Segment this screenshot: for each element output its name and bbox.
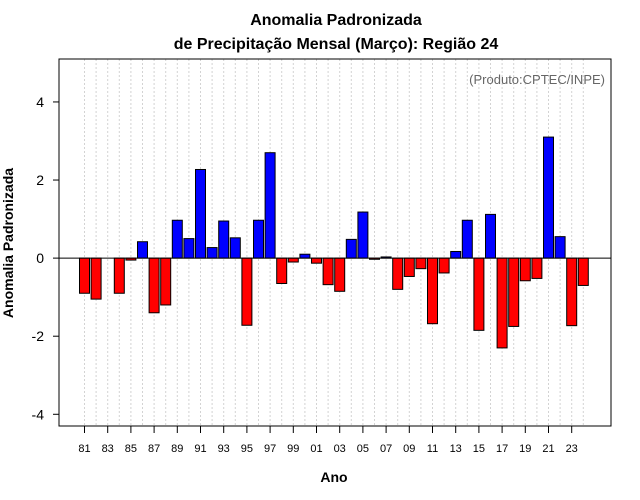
x-tick-label-13: 13 — [450, 443, 462, 455]
x-tick-label-17: 17 — [496, 443, 508, 455]
bar-87 — [148, 257, 160, 314]
y-tick-label--2: -2 — [32, 328, 45, 344]
x-tick-label-15: 15 — [473, 443, 485, 455]
y-tick-label-4: 4 — [36, 94, 44, 110]
x-tick-label-23: 23 — [566, 443, 578, 455]
bar-20 — [531, 257, 543, 279]
x-tick-label-91: 91 — [194, 443, 206, 455]
x-tick-label-81: 81 — [78, 443, 90, 455]
x-axis-label: Ano — [320, 469, 347, 485]
bar-84 — [113, 257, 125, 294]
x-tick-label-19: 19 — [519, 443, 531, 455]
bar-99 — [287, 257, 299, 263]
bar-16 — [485, 213, 496, 259]
source-note: (Produto:CPTEC/INPE) — [469, 72, 605, 87]
x-axis: 81 83 85 87 89 91 93 95 97 99 01 03 05 07 09 11 13 15 17 19… — [78, 426, 578, 455]
bar-91 — [195, 168, 206, 259]
bar-98 — [276, 257, 288, 284]
x-tick-label-07: 07 — [380, 443, 392, 455]
bar-22 — [554, 236, 566, 259]
bar-24 — [577, 257, 589, 286]
grid-lines — [84, 59, 584, 426]
x-tick-label-03: 03 — [334, 443, 346, 455]
bar-94 — [229, 237, 241, 259]
y-tick-label--4: -4 — [32, 406, 45, 422]
bar-04 — [345, 238, 357, 259]
bar-89 — [171, 219, 183, 259]
bar-17 — [496, 257, 508, 349]
bar-10 — [415, 257, 427, 270]
bar-11 — [427, 257, 438, 325]
x-tick-label-99: 99 — [287, 443, 299, 455]
bar-02 — [322, 257, 334, 286]
bar-23 — [566, 257, 578, 327]
y-tick-label-0: 0 — [36, 250, 44, 266]
bar-00 — [299, 253, 311, 259]
x-tick-label-85: 85 — [125, 443, 137, 455]
bar-86 — [137, 241, 148, 259]
bar-12 — [438, 257, 450, 274]
x-tick-label-93: 93 — [218, 443, 230, 455]
y-tick-label-2: 2 — [36, 172, 44, 188]
bar-03 — [334, 257, 346, 292]
chart-subtitle: de Precipitação Mensal (Março): Região 2… — [174, 36, 499, 53]
bar-93 — [218, 220, 230, 259]
x-tick-label-87: 87 — [148, 443, 160, 455]
y-axis-label: Anomalia Padronizada — [0, 168, 16, 318]
bar-15 — [473, 257, 485, 331]
x-tick-label-01: 01 — [310, 443, 322, 455]
x-tick-label-11: 11 — [427, 443, 438, 455]
bar-95 — [241, 257, 253, 326]
bars — [79, 136, 589, 349]
bar-13 — [450, 250, 462, 259]
bar-18 — [508, 257, 520, 327]
bar-82 — [90, 257, 102, 300]
bar-97 — [264, 152, 276, 259]
x-tick-label-95: 95 — [241, 443, 253, 455]
x-tick-label-09: 09 — [403, 443, 415, 455]
bar-19 — [519, 257, 531, 282]
bar-05 — [357, 211, 369, 259]
bar-90 — [183, 238, 195, 259]
x-tick-label-83: 83 — [102, 443, 114, 455]
x-tick-label-21: 21 — [542, 443, 554, 455]
bar-09 — [403, 257, 415, 277]
bar-92 — [206, 247, 218, 259]
chart-title: Anomalia Padronizada — [250, 12, 422, 29]
y-axis: -4 -2 0 2 4 — [32, 94, 59, 422]
bar-01 — [311, 257, 322, 264]
bar-81 — [79, 257, 90, 294]
bar-88 — [160, 257, 172, 306]
plot-frame — [58, 58, 612, 427]
bar-14 — [461, 219, 473, 259]
x-tick-label-97: 97 — [264, 443, 276, 455]
x-tick-label-89: 89 — [171, 443, 183, 455]
bar-96 — [253, 219, 264, 259]
bar-21 — [543, 136, 554, 259]
x-tick-label-05: 05 — [357, 443, 369, 455]
bar-08 — [392, 257, 404, 290]
